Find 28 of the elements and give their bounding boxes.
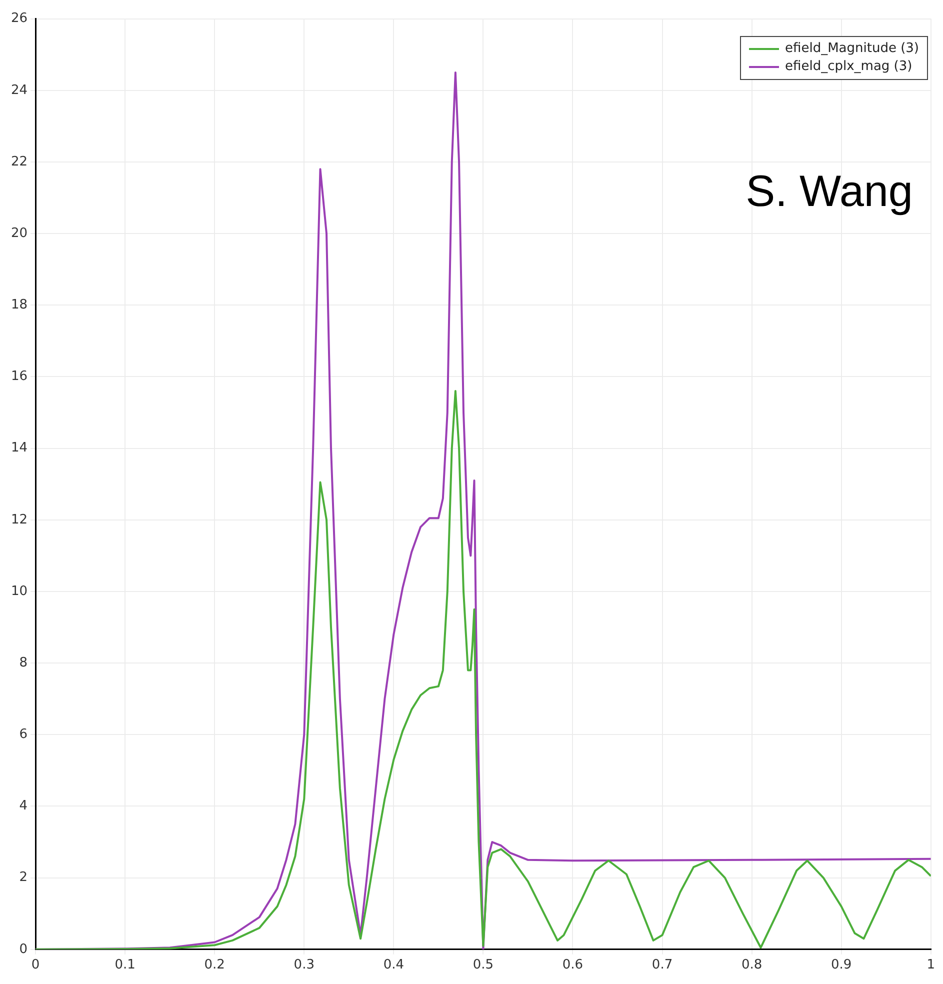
y-tick-label: 10 (10, 584, 28, 599)
y-tick-label: 24 (10, 82, 28, 98)
x-tick-label: 0.9 (830, 958, 852, 973)
legend-label: efield_cplx_mag (3) (785, 58, 912, 76)
y-tick-label: 20 (10, 226, 28, 241)
x-tick-label: 0.8 (741, 958, 762, 973)
x-tick-label: 0 (31, 958, 40, 973)
y-tick-label: 4 (19, 798, 28, 814)
y-tick-label: 16 (10, 369, 28, 384)
x-tick-label: 0.5 (472, 958, 494, 973)
x-tick-label: 0.2 (204, 958, 225, 973)
x-tick-label: 1 (926, 958, 936, 973)
legend-label: efield_Magnitude (3) (785, 40, 919, 58)
y-tick-label: 14 (10, 440, 28, 456)
x-tick-label: 0.6 (562, 958, 584, 973)
y-tick-label: 26 (10, 11, 28, 26)
y-tick-label: 2 (19, 870, 28, 886)
y-tick-label: 18 (10, 298, 28, 313)
y-tick-label: 12 (10, 512, 28, 528)
x-tick-label: 0.4 (383, 958, 404, 973)
annotation: S. Wang (746, 166, 913, 216)
x-tick-label: 0.7 (652, 958, 673, 973)
y-tick-label: 8 (19, 655, 28, 670)
y-tick-label: 22 (10, 154, 28, 170)
x-tick-label: 0.1 (114, 958, 136, 973)
y-tick-label: 6 (19, 727, 28, 742)
y-tick-label: 0 (19, 942, 28, 957)
x-tick-label: 0.3 (294, 958, 314, 973)
